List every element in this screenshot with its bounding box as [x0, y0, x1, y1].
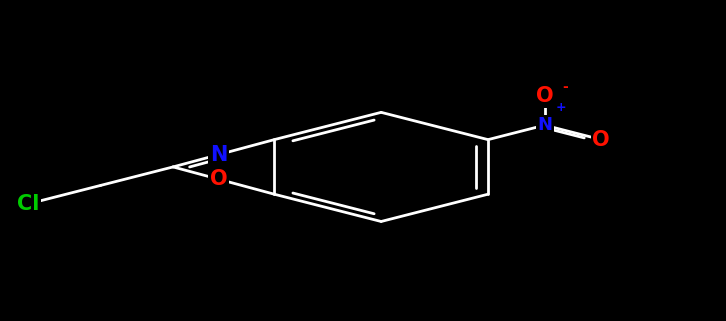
Text: N: N	[210, 145, 227, 165]
Text: N: N	[537, 116, 552, 134]
Text: -: -	[562, 80, 568, 94]
Text: O: O	[536, 86, 553, 106]
Text: +: +	[555, 101, 566, 114]
Text: O: O	[210, 169, 227, 189]
Text: O: O	[592, 130, 610, 150]
Text: Cl: Cl	[17, 194, 40, 214]
